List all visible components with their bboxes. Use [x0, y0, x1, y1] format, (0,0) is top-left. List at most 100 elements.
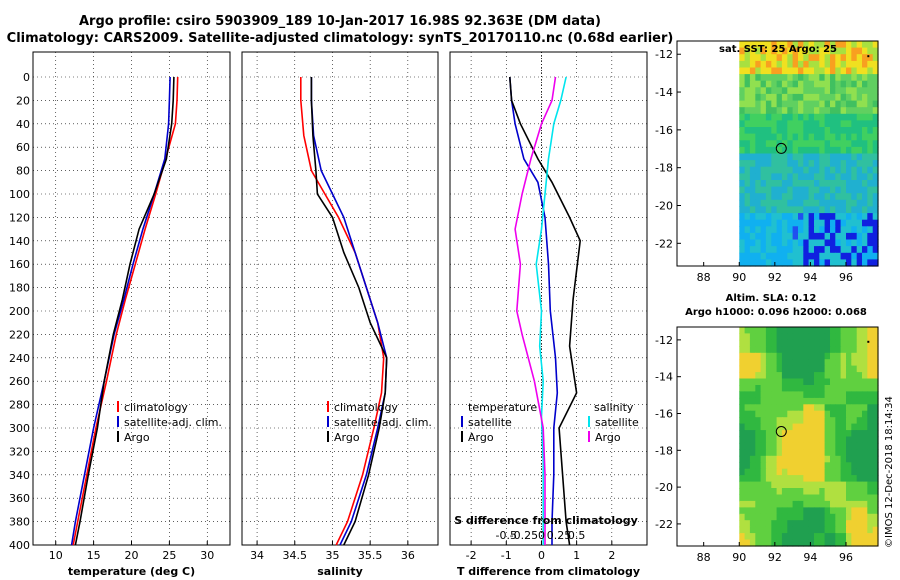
- map-cell: [867, 113, 874, 121]
- map-cell: [749, 494, 756, 502]
- map-cell: [739, 54, 746, 62]
- map-cell: [798, 259, 804, 267]
- map-cell: [867, 107, 874, 115]
- map-cell: [840, 430, 847, 438]
- map-cell: [776, 186, 783, 194]
- map-cell: [872, 462, 879, 470]
- map-cell: [840, 226, 847, 234]
- map-cell: [824, 252, 831, 260]
- map-cell: [851, 333, 858, 341]
- map-cell: [798, 47, 804, 55]
- map-cell: [846, 232, 852, 241]
- map-cell: [867, 352, 874, 360]
- map-cell: [824, 133, 831, 141]
- map-cell: [819, 333, 826, 341]
- map-cell: [824, 385, 831, 392]
- map-cell: [739, 213, 746, 221]
- map-cell: [803, 80, 810, 88]
- map-cell: [765, 160, 772, 168]
- map-cell: [808, 455, 815, 463]
- map-cell: [824, 359, 831, 367]
- map-cell: [814, 213, 820, 221]
- map-cell: [856, 500, 863, 508]
- x-tick-label: 30: [200, 549, 214, 562]
- map-cell: [776, 385, 783, 392]
- map-cell: [744, 468, 751, 476]
- map-cell: [824, 327, 831, 334]
- map-cell: [824, 160, 831, 168]
- map-cell: [798, 160, 804, 168]
- map-cell: [808, 173, 815, 181]
- map-cell: [803, 213, 810, 221]
- map-cell: [755, 252, 762, 260]
- map-cell: [765, 93, 772, 102]
- map-cell: [749, 252, 756, 260]
- map-cell: [803, 107, 810, 115]
- map-cell: [744, 239, 751, 247]
- map-cell: [744, 252, 751, 260]
- map-cell: [744, 346, 751, 354]
- map-cell: [824, 442, 831, 450]
- map-cell: [856, 436, 863, 444]
- map-cell: [781, 513, 788, 521]
- map-cell: [771, 259, 778, 267]
- map-cell: [824, 488, 831, 495]
- map-cell: [771, 160, 778, 168]
- map-cell: [851, 488, 858, 495]
- map-cell: [749, 219, 756, 227]
- map-cell: [803, 246, 810, 254]
- map-cell: [739, 120, 746, 128]
- map-cell: [851, 494, 858, 502]
- map-cell: [781, 372, 788, 380]
- map-cell: [867, 391, 874, 399]
- map-cell: [856, 339, 863, 347]
- map-cell: [755, 146, 762, 155]
- map-y-tick-label: -16: [655, 407, 673, 420]
- map-cell: [803, 391, 810, 399]
- map-cell: [819, 391, 826, 399]
- map-cell: [856, 378, 863, 386]
- map-cell: [803, 385, 810, 392]
- map-cell: [776, 520, 783, 528]
- map-cell: [749, 206, 756, 214]
- map-cell: [787, 232, 794, 241]
- map-cell: [835, 100, 842, 108]
- x-axis-label: temperature (deg C): [68, 565, 195, 578]
- map-cell: [798, 346, 804, 354]
- map-cell: [781, 166, 788, 174]
- map-cell: [798, 41, 804, 49]
- map-cell: [862, 133, 868, 141]
- map-cell: [787, 372, 794, 380]
- map-cell: [835, 526, 842, 534]
- map-cell: [760, 246, 767, 254]
- map-cell: [760, 80, 767, 88]
- map-cell: [872, 455, 879, 463]
- map-cell: [760, 173, 767, 181]
- map-cell: [872, 533, 879, 541]
- map-cell: [765, 47, 772, 55]
- map-cell: [765, 494, 772, 502]
- map-cell: [781, 436, 788, 444]
- sla-map: 88 90 92 94 96-12-14-16-18-20-22: [655, 326, 879, 564]
- map-cell: [846, 352, 852, 360]
- map-cell: [744, 391, 751, 399]
- y-tick-label: 80: [16, 165, 30, 178]
- map-cell: [765, 100, 772, 108]
- map-cell: [840, 100, 847, 108]
- map-cell: [744, 339, 751, 347]
- map-cell: [776, 47, 783, 55]
- map-cell: [765, 140, 772, 148]
- map-cell: [867, 213, 874, 221]
- map-cell: [776, 180, 783, 188]
- map-cell: [771, 449, 778, 457]
- map-cell: [856, 423, 863, 431]
- map-cell: [830, 133, 836, 141]
- y-tick-label: 240: [9, 352, 30, 365]
- map-cell: [846, 507, 852, 515]
- map-cell: [739, 166, 746, 174]
- map-cell: [846, 327, 852, 334]
- map-cell: [872, 252, 879, 260]
- map-cell: [835, 206, 842, 214]
- map-cell: [840, 468, 847, 476]
- map-cell: [867, 436, 874, 444]
